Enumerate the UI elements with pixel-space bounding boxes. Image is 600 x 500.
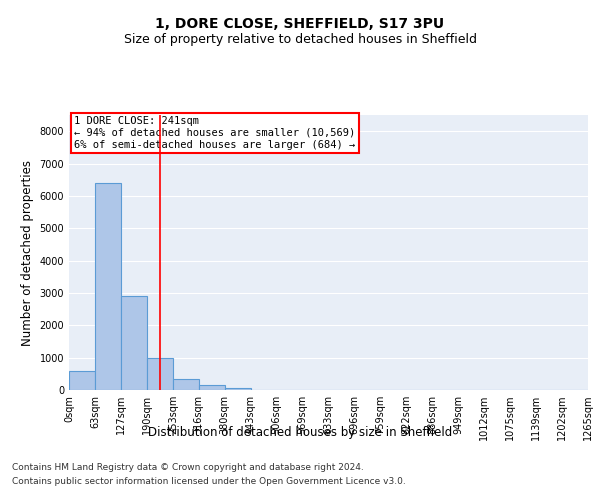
Bar xyxy=(121,296,147,390)
Y-axis label: Number of detached properties: Number of detached properties xyxy=(21,160,34,346)
Text: 1 DORE CLOSE: 241sqm
← 94% of detached houses are smaller (10,569)
6% of semi-de: 1 DORE CLOSE: 241sqm ← 94% of detached h… xyxy=(74,116,355,150)
Text: 1, DORE CLOSE, SHEFFIELD, S17 3PU: 1, DORE CLOSE, SHEFFIELD, S17 3PU xyxy=(155,18,445,32)
Bar xyxy=(69,370,95,390)
Text: Distribution of detached houses by size in Sheffield: Distribution of detached houses by size … xyxy=(148,426,452,439)
Bar xyxy=(173,378,199,390)
Bar xyxy=(95,183,121,390)
Bar xyxy=(225,388,251,390)
Text: Contains HM Land Registry data © Crown copyright and database right 2024.: Contains HM Land Registry data © Crown c… xyxy=(12,463,364,472)
Text: Size of property relative to detached houses in Sheffield: Size of property relative to detached ho… xyxy=(124,32,476,46)
Bar xyxy=(147,358,173,390)
Text: Contains public sector information licensed under the Open Government Licence v3: Contains public sector information licen… xyxy=(12,476,406,486)
Bar xyxy=(199,385,224,390)
